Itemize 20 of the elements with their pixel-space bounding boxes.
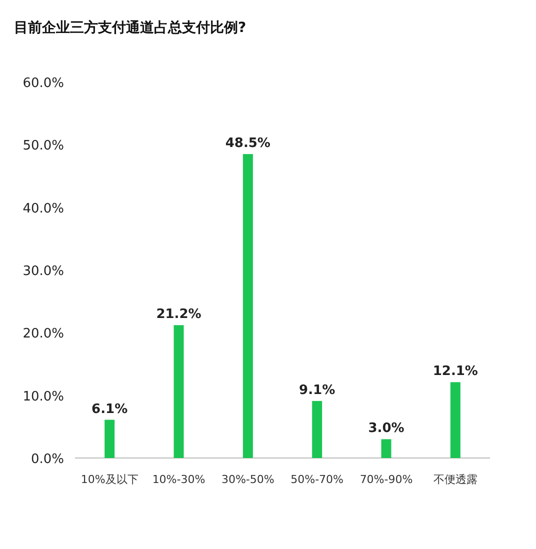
y-tick-label: 50.0% (22, 138, 64, 154)
data-label: 48.5% (225, 136, 270, 152)
x-tick-label: 50%-70% (290, 473, 344, 486)
x-tick-label: 70%-90% (360, 473, 413, 486)
y-tick-label: 10.0% (22, 389, 64, 404)
data-label: 9.1% (299, 382, 336, 398)
x-tick-label: 30%-50% (221, 473, 274, 486)
data-label: 12.1% (432, 364, 478, 380)
data-label: 3.0% (368, 421, 404, 436)
x-tick-label: 10%及以下 (80, 473, 138, 486)
data-label: 21.2% (156, 307, 202, 322)
data-label: 6.1% (92, 402, 128, 417)
y-tick-label: 20.0% (22, 326, 64, 342)
y-tick-label: 30.0% (22, 264, 64, 279)
y-tick-label: 0.0% (30, 452, 64, 467)
y-tick-label: 60.0% (22, 76, 64, 91)
title: 目前企业三方支付通道占总支付比例? (14, 20, 246, 36)
x-tick-label: 10%-30% (152, 473, 206, 486)
x-tick-label: 不便透露 (433, 473, 478, 486)
y-tick-label: 40.0% (22, 201, 64, 216)
